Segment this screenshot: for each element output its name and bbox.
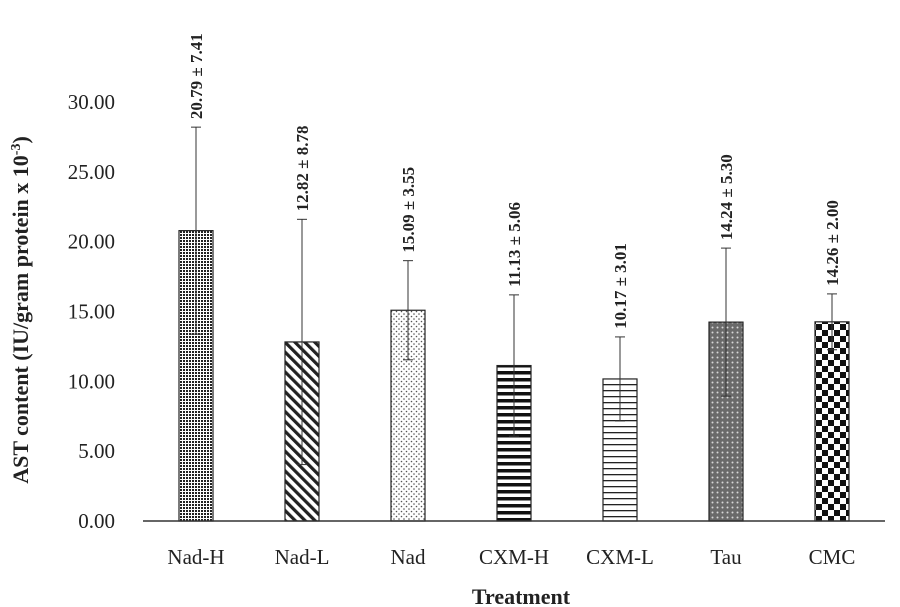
data-label-cxm-h: 11.13 ± 5.06 — [505, 202, 524, 287]
data-label-nad: 15.09 ± 3.55 — [399, 167, 418, 253]
x-tick-label-cxm-h: CXM-H — [479, 545, 549, 569]
x-tick-label-tau: Tau — [710, 545, 742, 569]
bar-cmc — [814, 321, 850, 522]
data-label-cxm-l: 10.17 ± 3.01 — [611, 243, 630, 329]
y-axis-title: AST content (IU/gram protein x 10-3) — [8, 136, 33, 484]
y-tick-label: 5.00 — [78, 439, 115, 463]
y-tick-label: 0.00 — [78, 509, 115, 533]
y-axis-title-suffix: ) — [8, 136, 33, 143]
y-axis-ticks: 0.00 5.00 10.00 15.00 20.00 25.00 30.00 — [68, 90, 115, 533]
x-axis-title: Treatment — [472, 584, 571, 607]
data-label-tau: 14.24 ± 5.30 — [717, 154, 736, 240]
data-label-nad-h: 20.79 ± 7.41 — [187, 33, 206, 119]
data-labels-group: 20.79 ± 7.41 12.82 ± 8.78 15.09 ± 3.55 11.1… — [187, 33, 842, 329]
y-tick-label: 15.00 — [68, 300, 115, 324]
x-tick-label-cmc: CMC — [809, 545, 856, 569]
error-bars-group — [191, 126, 837, 466]
x-axis-categories: Nad-H Nad-L Nad CXM-H CXM-L Tau CMC — [167, 545, 855, 569]
y-axis-title-superscript: -3 — [9, 144, 24, 156]
data-label-nad-l: 12.82 ± 8.78 — [293, 125, 312, 211]
y-tick-label: 25.00 — [68, 160, 115, 184]
y-tick-label: 10.00 — [68, 369, 115, 393]
y-axis-title-main: AST content (IU/gram protein x 10 — [8, 155, 33, 484]
y-tick-label: 30.00 — [68, 90, 115, 114]
x-tick-label-cxm-l: CXM-L — [586, 545, 654, 569]
x-tick-label-nad-h: Nad-H — [167, 545, 224, 569]
x-tick-label-nad-l: Nad-L — [275, 545, 330, 569]
data-label-cmc: 14.26 ± 2.00 — [823, 200, 842, 286]
bar-cxm-h — [496, 364, 532, 522]
x-tick-label-nad: Nad — [391, 545, 426, 569]
y-tick-label: 20.00 — [68, 230, 115, 254]
